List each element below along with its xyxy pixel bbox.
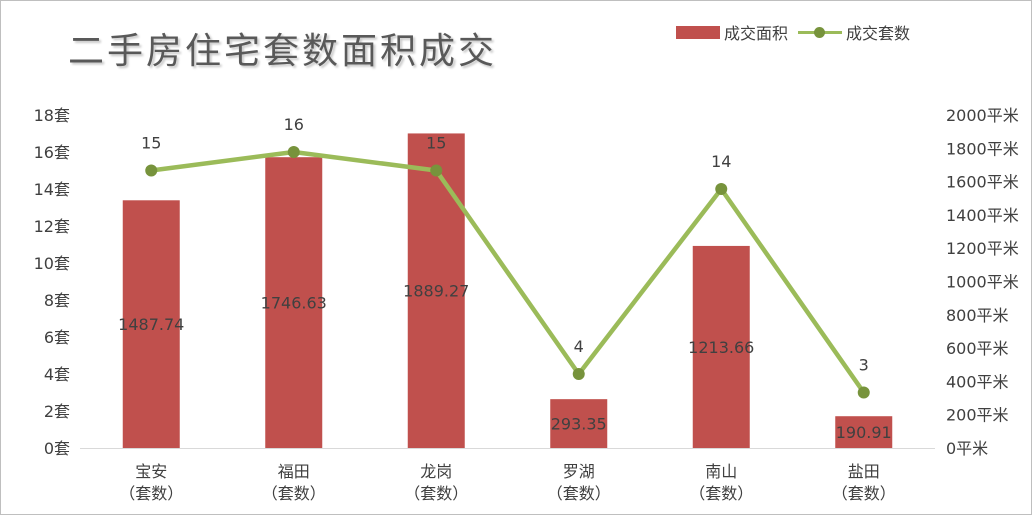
line-data-label: 15 — [141, 134, 161, 153]
bar — [835, 416, 893, 448]
bar-data-label: 1213.66 — [688, 338, 754, 357]
line-data-label: 16 — [284, 115, 304, 134]
left-axis-tick-label: 12套 — [34, 217, 70, 236]
line-point — [572, 368, 585, 380]
right-axis-tick-label: 200平米 — [946, 406, 1009, 425]
bar-data-label: 190.91 — [836, 423, 892, 442]
line-point — [715, 183, 728, 195]
right-axis-tick-label: 2000平米 — [946, 106, 1019, 125]
legend: 成交面积 成交套数 — [676, 20, 920, 44]
line-point — [287, 146, 300, 158]
category-label: 福田（套数） — [262, 462, 326, 503]
right-axis-tick-label: 1400平米 — [946, 206, 1019, 225]
line-data-label: 15 — [426, 134, 446, 153]
left-axis-tick-label: 8套 — [44, 291, 70, 310]
left-axis-tick-label: 10套 — [34, 254, 70, 273]
bar-data-label: 293.35 — [551, 415, 607, 434]
right-axis-tick-label: 1600平米 — [946, 173, 1019, 192]
category-label: 南山（套数） — [689, 462, 753, 503]
line-point — [145, 164, 158, 177]
legend-label-count: 成交套数 — [846, 24, 911, 43]
right-axis-tick-label: 1000平米 — [946, 273, 1019, 292]
series-line — [150, 149, 866, 394]
bar — [407, 133, 465, 449]
legend-line-swatch — [798, 26, 843, 39]
right-axis-tick-label: 0平米 — [946, 439, 988, 458]
right-axis-tick-label: 1200平米 — [946, 239, 1019, 258]
left-axis-tick-label: 16套 — [34, 143, 70, 162]
legend-item-area: 成交面积 — [676, 20, 788, 44]
bar-data-label: 1889.27 — [403, 282, 469, 301]
legend-label-area: 成交面积 — [724, 24, 789, 43]
right-axis-tick-label: 1800平米 — [946, 139, 1019, 158]
bar-data-label: 1746.63 — [261, 294, 327, 313]
bar — [692, 245, 750, 448]
right-axis-tick-label: 600平米 — [946, 339, 1009, 358]
left-axis-tick-label: 14套 — [34, 180, 70, 199]
bar-data-label: 1487.74 — [118, 315, 184, 334]
category-label: 罗湖（套数） — [547, 462, 611, 503]
left-axis-tick-label: 4套 — [44, 365, 70, 384]
legend-item-count: 成交套数 — [798, 20, 910, 44]
line-data-label: 4 — [574, 337, 584, 356]
left-axis-tick-label: 6套 — [44, 328, 70, 347]
bar — [122, 200, 180, 448]
right-axis-tick-label: 400平米 — [946, 372, 1009, 391]
left-axis-tick-label: 0套 — [44, 439, 70, 458]
line-point — [430, 164, 443, 177]
line-data-label: 14 — [711, 152, 731, 171]
line-point — [857, 386, 870, 399]
category-label: 盐田（套数） — [832, 462, 896, 503]
right-axis-tick-label: 800平米 — [946, 306, 1009, 325]
legend-bar-swatch — [676, 25, 720, 39]
line-data-label: 3 — [859, 356, 869, 375]
bar — [265, 157, 323, 449]
bar — [550, 399, 608, 448]
left-axis-tick-label: 2套 — [44, 402, 70, 421]
category-label: 宝安（套数） — [119, 462, 183, 503]
chart-title: 二手房住宅套数面积成交 — [68, 31, 498, 72]
left-axis-tick-label: 18套 — [34, 106, 70, 125]
category-label: 龙岗（套数） — [404, 462, 468, 503]
